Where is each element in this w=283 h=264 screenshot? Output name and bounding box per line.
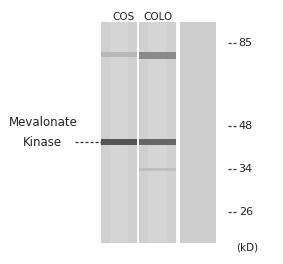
Bar bbox=[176, 22, 178, 243]
Bar bbox=[100, 52, 137, 57]
Bar bbox=[100, 139, 137, 145]
Text: Kinase: Kinase bbox=[23, 136, 63, 149]
Bar bbox=[140, 168, 176, 171]
Text: COS: COS bbox=[112, 12, 134, 22]
Bar bbox=[110, 22, 128, 243]
Bar bbox=[189, 22, 207, 243]
Text: Mevalonate: Mevalonate bbox=[8, 116, 77, 129]
Bar bbox=[180, 22, 216, 243]
Bar bbox=[137, 22, 140, 243]
Bar bbox=[140, 52, 176, 59]
Text: COLO: COLO bbox=[143, 12, 173, 22]
Text: 26: 26 bbox=[239, 207, 253, 217]
Bar bbox=[180, 22, 216, 243]
Text: 34: 34 bbox=[239, 164, 253, 175]
Text: 48: 48 bbox=[239, 121, 253, 130]
Bar bbox=[149, 22, 167, 243]
Bar bbox=[100, 22, 137, 243]
Bar bbox=[140, 22, 176, 243]
Text: (kD): (kD) bbox=[236, 242, 258, 252]
Bar bbox=[140, 139, 176, 145]
Text: 85: 85 bbox=[239, 38, 253, 48]
